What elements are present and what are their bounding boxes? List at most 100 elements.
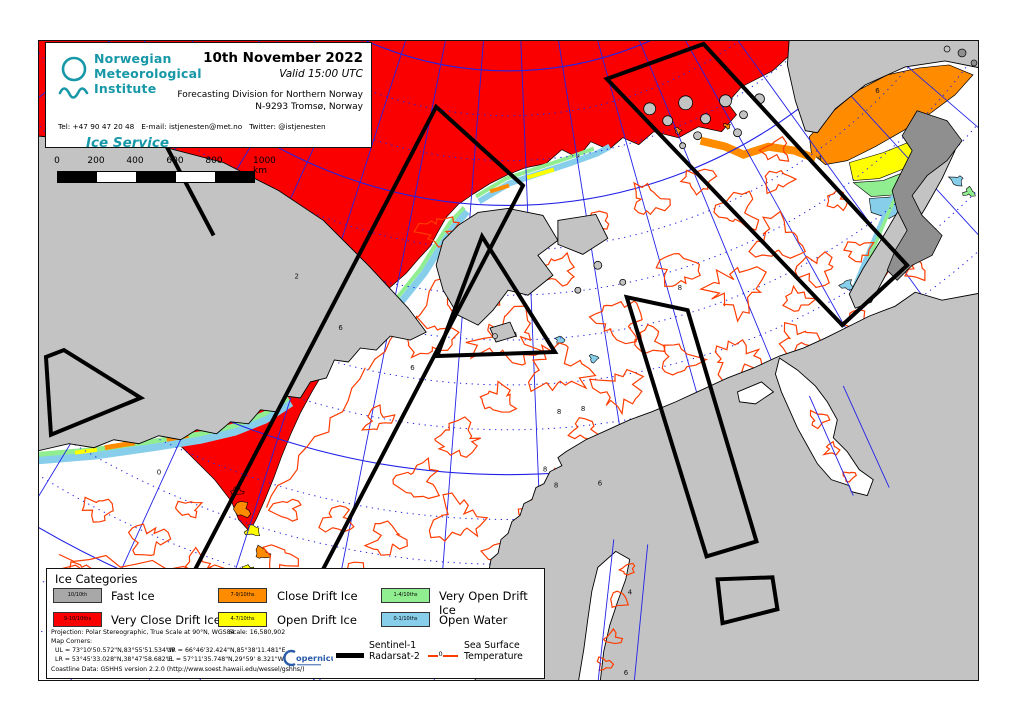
bear-island <box>492 333 498 339</box>
address: N-9293 Tromsø, Norway <box>255 102 363 112</box>
legend-swatch-close: 7-9/10ths <box>218 588 267 603</box>
white-sea <box>774 357 874 497</box>
legend: Ice Categories 10/10th Fast Ice 9-10/10t… <box>46 568 545 679</box>
open-water-band <box>39 397 294 465</box>
close-ice-band <box>699 136 817 163</box>
map-corners-title: Map Corners: <box>51 638 93 645</box>
corner-ur: UR = 66°46'32.424"N,85°38'11.481"E <box>167 647 286 654</box>
valid-time: Valid 15:00 UTC <box>279 68 363 80</box>
scale-segment <box>175 172 215 182</box>
institute-name-line: Meteorological <box>94 66 202 81</box>
greenland-landmass <box>39 135 427 452</box>
sst-contour-value: 0 <box>157 469 161 477</box>
scale-segment <box>58 172 98 182</box>
scale-tick-label: 200 <box>87 156 105 166</box>
scale-tick-label: 600 <box>166 156 184 166</box>
sst-contour-value: 6 <box>338 324 342 332</box>
legend-label: Open Drift Ice <box>277 613 357 627</box>
sst-contour-value: 6 <box>410 364 414 372</box>
arctic-land-topright <box>786 41 978 134</box>
copernicus-wordmark: opernicus <box>296 653 333 663</box>
legend-label: Very Close Drift Ice <box>111 613 221 627</box>
footprint-swath <box>603 41 910 328</box>
map-scale-bar: 0 200 400 600 800 1000 km <box>54 156 287 188</box>
scale-segment <box>214 172 255 182</box>
scale-tick-label: 800 <box>205 156 223 166</box>
legend-swatch-very-close: 9-10/10ths <box>53 612 102 627</box>
sst-legend-line2: Temperature <box>464 650 523 662</box>
sst-contour-value: 4 <box>817 155 822 163</box>
fast-ice-estuary <box>886 110 963 281</box>
satellite-legend-line1: Sentinel-1 <box>369 640 417 651</box>
scale-tick-label: 400 <box>126 156 144 166</box>
open-ice-sliver <box>526 167 555 180</box>
corner-ll: LL = 57°11'35.748"N,29°59' 8.321"W <box>167 656 284 663</box>
fast-ice-patch <box>957 48 967 58</box>
sst-contour-value: 6 <box>598 480 602 488</box>
sst-contour-value: 8 <box>543 466 547 474</box>
title-block: Norwegian Meteorological Institute Ice S… <box>45 42 372 151</box>
copernicus-tagline <box>297 664 321 666</box>
chart-date-title: 10th November 2022 <box>203 50 363 66</box>
met-institute-logo <box>58 56 89 99</box>
contact-info: Tel: +47 90 47 20 48 E-mail: istjenesten… <box>58 122 326 131</box>
corner-lr: LR = 53°45'33.028"N,38°47'58.682"E <box>55 656 173 663</box>
satellite-coverage-line-symbol <box>336 653 364 658</box>
sst-contour-value: 8 <box>678 284 682 292</box>
ice-service-title: Ice Service <box>86 135 170 151</box>
sst-contour-value: 2 <box>294 272 298 280</box>
scale-info: Scale: 16,580,902 <box>229 629 286 636</box>
institute-name-line: Institute <box>94 81 157 96</box>
scale-bar-strip <box>57 171 255 183</box>
sst-contour-value: 6 <box>875 87 879 95</box>
legend-swatch-open-water: 0-1/10ths <box>381 612 430 627</box>
coastline-info: Coastline Data: GSHHS version 2.2.0 (htt… <box>51 666 305 673</box>
kara-close-ice <box>808 64 974 165</box>
scale-segment <box>97 172 137 182</box>
copernicus-crescent-icon <box>283 649 296 667</box>
fast-ice-patch <box>970 59 978 67</box>
legend-label: Open Water <box>439 613 508 627</box>
scale-end-label: 1000 km <box>253 156 276 176</box>
close-ice-sliver <box>104 440 136 451</box>
institute-name-line: Norwegian <box>94 51 172 66</box>
sst-contour-value: 4 <box>628 588 633 596</box>
legend-title: Ice Categories <box>55 572 138 586</box>
sst-contour-zero-label: 0 <box>438 650 444 658</box>
legend-swatch-very-open: 1-4/10ths <box>381 588 430 603</box>
close-ice-sliver <box>489 183 510 194</box>
sst-legend-label: Sea Surface Temperature <box>464 640 523 662</box>
sst-contour-value: 8 <box>554 482 558 490</box>
satellite-legend-label: Sentinel-1 Radarsat-2 <box>369 640 420 662</box>
island <box>943 45 951 53</box>
logo-circle-icon <box>61 56 87 82</box>
sst-contour-value: 6 <box>624 669 628 677</box>
corner-ul: UL = 73°10'50.572"N,83°55'51.534"W <box>55 647 175 654</box>
inland-detail-layer <box>596 385 890 680</box>
legend-label: Close Drift Ice <box>277 589 358 603</box>
kandalaksha-gulf <box>736 381 775 405</box>
footprint-swath <box>623 294 759 559</box>
scale-tick-label: 0 <box>54 156 60 166</box>
svalbard-nordaustlandet <box>557 213 609 255</box>
footprint-polygon <box>43 347 146 438</box>
legend-swatch-open-drift: 4-7/10ths <box>218 612 267 627</box>
inland-sea-layer <box>578 357 874 680</box>
legend-label: Very Open Drift Ice <box>439 589 528 617</box>
satellite-legend-line2: Radarsat-2 <box>369 650 420 662</box>
copernicus-logo: opernicus <box>283 649 333 667</box>
very-open-ice-band <box>475 146 595 199</box>
gulf-of-bothnia <box>578 550 631 680</box>
division-name: Forecasting Division for Northern Norway <box>177 90 363 100</box>
footprint-rectangle <box>715 575 780 626</box>
sst-contour-value: 8 <box>557 408 561 416</box>
legend-label: Fast Ice <box>111 589 155 603</box>
logo-wave-icon <box>58 87 89 99</box>
footprint-polygon <box>434 231 559 359</box>
sst-legend-line1: Sea Surface <box>464 640 520 651</box>
sst-contour-value: 8 <box>581 405 585 413</box>
projection-info: Projection: Polar Stereographic, True Sc… <box>51 629 235 636</box>
scale-segment <box>136 172 176 182</box>
